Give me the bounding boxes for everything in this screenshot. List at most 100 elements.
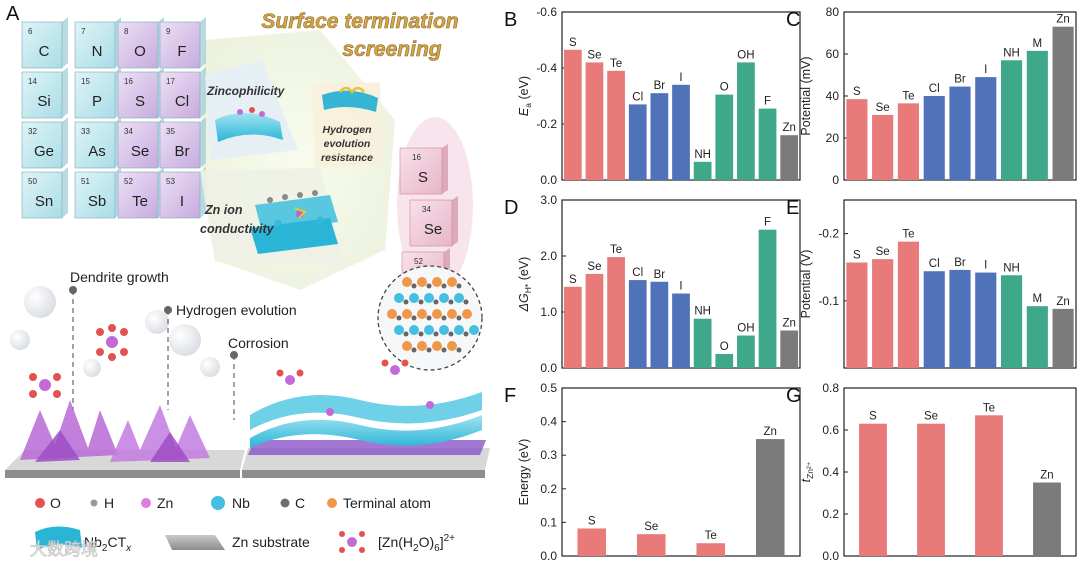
nb-atom (454, 325, 464, 335)
element-number: 51 (81, 177, 90, 186)
c-atom (418, 299, 424, 305)
legend-o-marker (35, 498, 45, 508)
dendrites (20, 400, 210, 462)
bar-label: O (720, 82, 729, 94)
bar-f (758, 229, 777, 368)
element-symbol: P (92, 93, 102, 110)
c-atom (403, 331, 409, 337)
c-atom (463, 299, 469, 305)
c-atom (411, 347, 417, 353)
surface-complexes (276, 359, 434, 416)
bar-label: S (569, 37, 577, 49)
nb-atom (409, 293, 419, 303)
bar-label: I (984, 260, 987, 272)
label-hydrogen: Hydrogen evolution (176, 302, 297, 318)
bar-label: Se (876, 102, 890, 114)
bar-label: Se (644, 521, 658, 533)
terminal-atom (432, 277, 442, 287)
screening-title-line1: Surface termination (261, 10, 458, 33)
bar-o (715, 354, 734, 368)
c-atom (441, 283, 447, 289)
c-atom (456, 315, 462, 321)
y-axis-label: Potential (V) (799, 250, 813, 319)
element-number: 7 (81, 27, 86, 36)
chart-g: G 0.0 0.2 0.4 0.6 0.8 tZn²⁺ S Se Te Zn (786, 381, 1077, 563)
bar-s (846, 99, 868, 180)
legend-nb2ctx-label: Nb2CTx (84, 534, 132, 554)
bar-label: Br (654, 80, 666, 92)
y-axis-label: tZn²⁺ (799, 461, 815, 482)
legend-terminal: Terminal atom (343, 495, 431, 511)
mxene-layer (250, 392, 482, 430)
bar-label: M (1033, 38, 1043, 50)
mxene-layer (250, 415, 482, 448)
bar-te (897, 241, 920, 368)
callout-pin (164, 306, 172, 314)
y-axis-label: Energy (eV) (517, 439, 531, 506)
bubble (169, 324, 201, 356)
terminal-atom (387, 309, 397, 319)
chart-e: E -0.1 -0.2 Potential (V) S Se Te Cl Br I NH M Zn (786, 197, 1077, 369)
bar-label: Br (954, 74, 966, 86)
terminal-atom (417, 309, 427, 319)
bar-o (715, 94, 734, 180)
zn-complex (29, 373, 61, 398)
label-dendrite: Dendrite growth (70, 269, 169, 285)
element-number: 16 (412, 153, 421, 162)
legend-complex-marker (339, 531, 365, 553)
bar-label: Cl (632, 267, 643, 279)
bar-s (563, 286, 582, 368)
bar-oh (737, 335, 755, 368)
bar-s (563, 49, 582, 180)
element-symbol: N (92, 43, 103, 60)
legend-c: C (295, 495, 305, 511)
legend-substrate: Zn substrate (232, 534, 310, 550)
bar-i (975, 77, 997, 180)
bar-label: Se (587, 261, 601, 273)
element-symbol: Cl (175, 93, 189, 110)
legend-h-marker (90, 499, 98, 507)
terminal-atom (447, 341, 457, 351)
y-tick-label: 0.2 (540, 482, 557, 496)
bar-charts: B 0.0 -0.2 -0.4 -0.6 Ea (eV) S Se Te Cl Br I NH O OH F Z… (504, 5, 1077, 563)
zn-slab-left-edge (5, 470, 240, 478)
c-atom (456, 283, 462, 289)
panel-a-illustration: A 6C7N8O9F14Si15P16S17Cl32Ge33As34Se35Br… (5, 3, 490, 559)
element-tile-sb: 51 Sb (74, 167, 121, 219)
bar-label: Br (954, 257, 966, 269)
callout-pin (69, 286, 77, 294)
bubble (10, 330, 30, 350)
element-number: 52 (414, 257, 423, 266)
panel-letter: B (504, 9, 517, 31)
label-zincophilicity: Zincophilicity (206, 84, 286, 98)
element-symbol: O (134, 43, 146, 60)
bar-te (975, 415, 1003, 556)
element-number: 6 (28, 27, 33, 36)
legend-h: H (104, 495, 114, 511)
bar-label: F (764, 217, 771, 229)
terminal-atom (402, 309, 412, 319)
bar-se (917, 423, 945, 556)
element-number: 15 (81, 77, 90, 86)
element-tile-s: 16S (117, 67, 164, 119)
selected-tile-se: 34 Se (409, 196, 458, 247)
her-arrow (339, 86, 365, 95)
y-tick-label: 80 (826, 5, 840, 19)
bar-s (577, 528, 607, 556)
bar-s (846, 262, 868, 368)
c-atom (418, 331, 424, 337)
y-tick-label: 0.2 (822, 507, 839, 521)
zn-atom (237, 109, 243, 115)
terminal-atom (447, 277, 457, 287)
y-tick-label: 0.0 (540, 173, 557, 187)
bar-label: Zn (1056, 296, 1069, 308)
bar-se (585, 62, 604, 180)
bar-label: Br (654, 269, 666, 281)
conductivity-lattice (250, 190, 338, 254)
bar-label: F (764, 96, 771, 108)
bar-nh (1000, 275, 1023, 368)
y-tick-label: 0.1 (540, 515, 557, 529)
label-her-1: Hydrogen (322, 124, 371, 136)
y-tick-label: 0.4 (822, 465, 839, 479)
y-tick-label: 0 (832, 173, 839, 187)
